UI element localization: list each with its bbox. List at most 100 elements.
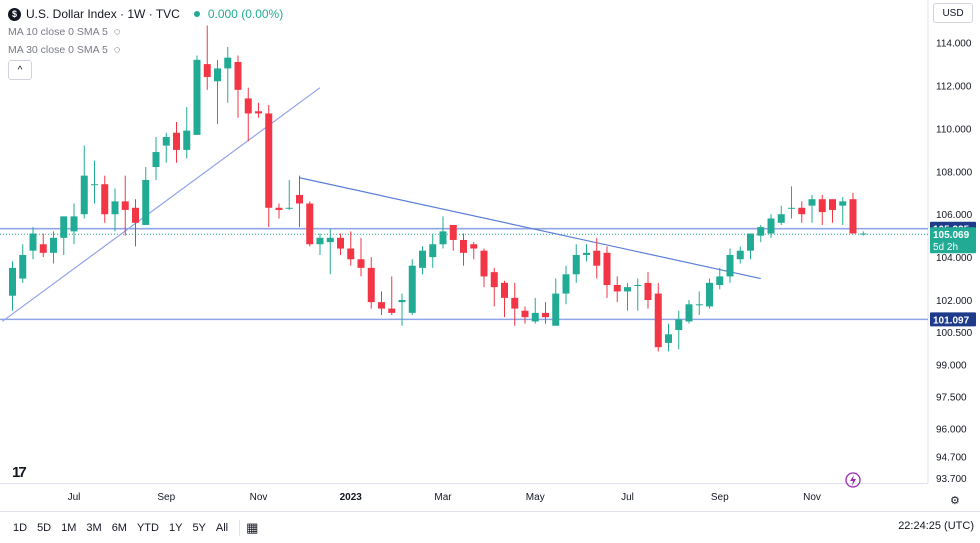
- candle-body: [29, 233, 37, 251]
- candle-body: [214, 68, 221, 82]
- utc-clock[interactable]: 22:24:25 (UTC): [898, 520, 974, 532]
- candle-body: [419, 250, 426, 268]
- candle-body: [378, 302, 385, 309]
- candle-body: [429, 244, 437, 258]
- candle-body: [757, 227, 765, 236]
- y-tick-label: 110.000: [936, 124, 972, 135]
- candle-body: [388, 308, 396, 313]
- tradingview-logo[interactable]: 17: [12, 464, 27, 481]
- candle-body: [234, 61, 242, 90]
- last-price-countdown: 5d 2h: [933, 242, 958, 253]
- indicator-row-ma30[interactable]: MA 30 close 0 SMA 5 ◌: [8, 41, 283, 59]
- candle-body: [255, 111, 262, 114]
- candle-body: [788, 207, 795, 209]
- candle-body: [613, 284, 621, 292]
- candle-body: [675, 319, 683, 331]
- candle-body: [726, 254, 734, 277]
- collapse-legend-button[interactable]: ^: [8, 60, 32, 80]
- eye-slash-icon[interactable]: ◌: [113, 44, 121, 56]
- range-5y-button[interactable]: 5Y: [192, 521, 206, 534]
- candle-body: [685, 304, 693, 322]
- candle-body: [316, 237, 324, 245]
- range-1d-button[interactable]: 1D: [13, 521, 28, 534]
- lightning-icon[interactable]: [845, 472, 861, 488]
- candle-body: [777, 214, 785, 223]
- x-tick-label: Mar: [434, 492, 452, 503]
- candle-body: [521, 310, 529, 318]
- candle-body: [337, 237, 344, 249]
- bottom-toolbar: 1D 5D 1M 3M 6M YTD 1Y 5Y All ▦ 22:24:25 …: [0, 511, 980, 543]
- range-3m-button[interactable]: 3M: [86, 521, 102, 534]
- y-tick-label: 94.700: [936, 453, 967, 464]
- candle-body: [829, 199, 836, 210]
- candle-body: [490, 272, 498, 288]
- x-tick-label: Sep: [157, 492, 175, 503]
- range-all-button[interactable]: All: [215, 521, 229, 534]
- indicator-row-ma10[interactable]: MA 10 close 0 SMA 5 ◌: [8, 23, 283, 41]
- candle-body: [593, 250, 601, 266]
- candle-body: [562, 274, 570, 294]
- last-price-tag: [930, 227, 976, 254]
- y-tick-label: 100.500: [936, 328, 973, 339]
- candle-body: [706, 282, 713, 307]
- currency-button[interactable]: USD: [933, 3, 973, 23]
- y-tick-label: 102.000: [936, 296, 973, 307]
- y-tick-label: 99.000: [936, 360, 967, 371]
- candle-body: [552, 293, 560, 326]
- candle-body: [80, 175, 88, 215]
- range-ytd-button[interactable]: YTD: [136, 521, 159, 534]
- range-1m-button[interactable]: 1M: [61, 521, 77, 534]
- candle-body: [398, 300, 406, 303]
- candle-body: [306, 203, 314, 245]
- y-tick-label: 106.000: [936, 210, 973, 221]
- x-tick-label: Nov: [250, 492, 268, 503]
- candle-body: [460, 239, 467, 253]
- dollar-icon: $: [8, 7, 21, 21]
- candle-body: [449, 224, 457, 240]
- toolbar-divider: [239, 519, 241, 536]
- range-1y-button[interactable]: 1Y: [168, 521, 183, 534]
- x-tick-label: Sep: [711, 492, 729, 503]
- calendar-icon[interactable]: ▦: [246, 519, 259, 535]
- candle-body: [439, 231, 447, 245]
- symbol-row[interactable]: $ U.S. Dollar Index · 1W · TVC 0.000 (0.…: [8, 5, 283, 23]
- candle-body: [849, 199, 857, 234]
- x-tick-label: 2023: [340, 492, 363, 503]
- candle-body: [716, 276, 724, 285]
- eye-slash-icon[interactable]: ◌: [113, 26, 121, 38]
- candle-body: [142, 179, 150, 225]
- candle-body: [542, 312, 549, 318]
- candle-body: [408, 265, 416, 313]
- candle-body: [152, 152, 160, 168]
- chart-legend: $ U.S. Dollar Index · 1W · TVC 0.000 (0.…: [8, 5, 283, 59]
- candle-body: [583, 252, 590, 255]
- market-status-icon: [193, 11, 200, 17]
- indicator-label: MA 10 close 0 SMA 5: [8, 26, 108, 38]
- candle-body: [572, 254, 580, 275]
- candle-body: [296, 194, 303, 204]
- candle-body: [859, 233, 867, 235]
- candle-body: [736, 250, 744, 260]
- candle-body: [818, 199, 826, 213]
- candle-body: [644, 282, 652, 301]
- candle-body: [70, 216, 78, 232]
- y-tick-label: 96.000: [936, 425, 967, 436]
- candle-body: [603, 252, 611, 285]
- candle-body: [808, 199, 816, 206]
- indicator-label: MA 30 close 0 SMA 5: [8, 44, 108, 56]
- candle-body: [203, 64, 211, 77]
- y-tick-label: 93.700: [936, 474, 967, 485]
- range-5d-button[interactable]: 5D: [37, 521, 52, 534]
- y-tick-label: 104.000: [936, 253, 973, 264]
- symbol-title[interactable]: U.S. Dollar Index · 1W · TVC: [26, 7, 180, 21]
- candle-body: [357, 259, 365, 268]
- candle-body: [183, 130, 191, 150]
- candle-body: [695, 304, 703, 306]
- candle-body: [50, 237, 57, 253]
- range-6m-button[interactable]: 6M: [111, 521, 127, 534]
- candle-body: [162, 137, 170, 146]
- price-chart[interactable]: 114.000 112.000 110.000 108.000 106.000 104.0…: [0, 0, 980, 508]
- candle-body: [747, 233, 754, 251]
- candle-body: [275, 207, 283, 210]
- gear-icon[interactable]: ⚙: [950, 495, 960, 507]
